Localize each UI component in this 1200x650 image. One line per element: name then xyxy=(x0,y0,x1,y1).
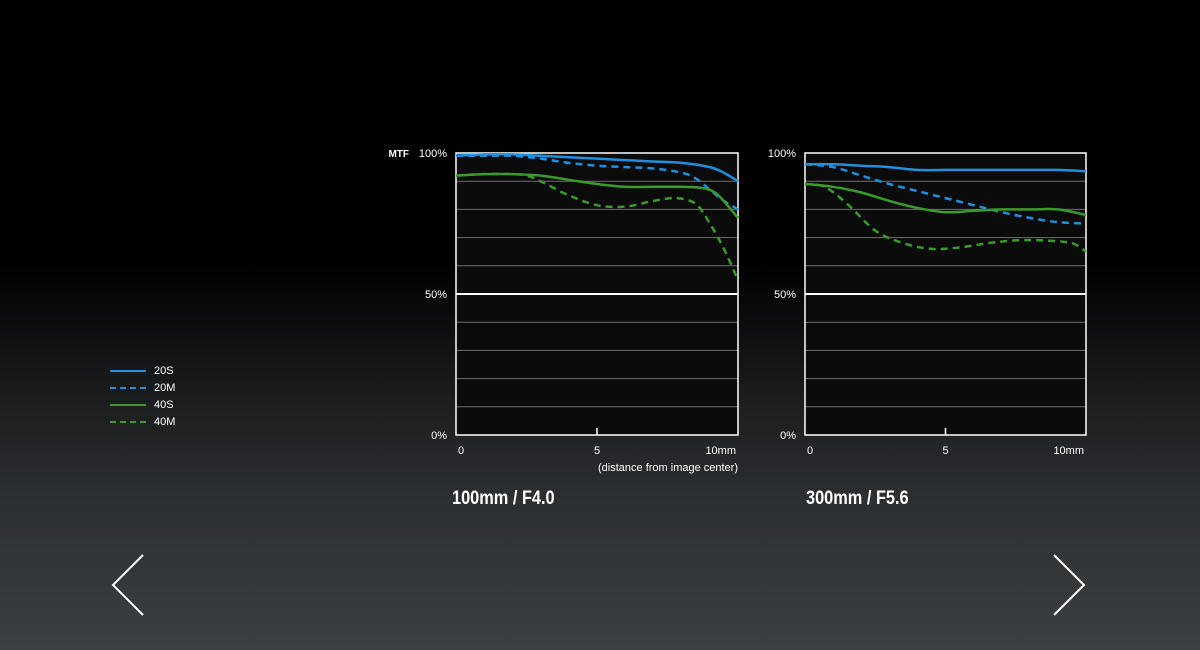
next-arrow-icon[interactable] xyxy=(1050,552,1090,618)
chart-subtitle-100mm: 100mm / F4.0 xyxy=(452,488,555,509)
y-tick-label: 50% xyxy=(774,289,796,301)
legend: 20S 20M 40S 40M xyxy=(110,362,175,430)
legend-swatch xyxy=(110,420,146,423)
legend-item-40s: 40S xyxy=(110,396,175,413)
series-line-20m xyxy=(456,154,739,211)
legend-label: 40M xyxy=(154,415,176,428)
legend-item-20m: 20M xyxy=(110,379,175,396)
x-tick-label: 0 xyxy=(458,445,464,457)
legend-item-20s: 20S xyxy=(110,362,175,379)
chart-0: 0% 50% 100% 0 5 10mm MTF (distance from image c… xyxy=(388,148,740,474)
series-line-20s xyxy=(804,162,1087,173)
series-line-20s xyxy=(455,153,739,183)
legend-label: 20M xyxy=(154,381,176,394)
y-tick-label: 0% xyxy=(780,430,796,442)
chart-1: 0% 50% 100% 0 5 10mm xyxy=(768,148,1087,457)
prev-arrow-icon[interactable] xyxy=(108,552,148,618)
y-tick-label: 100% xyxy=(768,148,796,160)
chart-subtitle-300mm: 300mm / F5.6 xyxy=(806,488,909,509)
y-tick-label: 0% xyxy=(431,430,447,442)
x-tick-label: 10mm xyxy=(1053,445,1084,457)
legend-item-40m: 40M xyxy=(110,413,175,430)
x-tick-label: 10mm xyxy=(705,445,736,457)
series-line-20m xyxy=(804,163,1087,225)
legend-label: 20S xyxy=(154,364,174,377)
x-axis-label: (distance from image center) xyxy=(598,462,738,474)
x-tick-label: 5 xyxy=(942,445,948,457)
x-tick-label: 0 xyxy=(807,445,813,457)
legend-swatch xyxy=(110,369,146,372)
y-axis-label: MTF xyxy=(388,149,409,160)
legend-swatch xyxy=(110,403,146,406)
x-tick-label: 5 xyxy=(594,445,600,457)
series-line-40m xyxy=(455,172,740,281)
series-line-40s xyxy=(804,182,1087,217)
series-line-40m xyxy=(804,182,1087,253)
y-tick-label: 50% xyxy=(425,289,447,301)
legend-label: 40S xyxy=(154,398,174,411)
legend-swatch xyxy=(110,386,146,389)
y-tick-label: 100% xyxy=(419,148,447,160)
